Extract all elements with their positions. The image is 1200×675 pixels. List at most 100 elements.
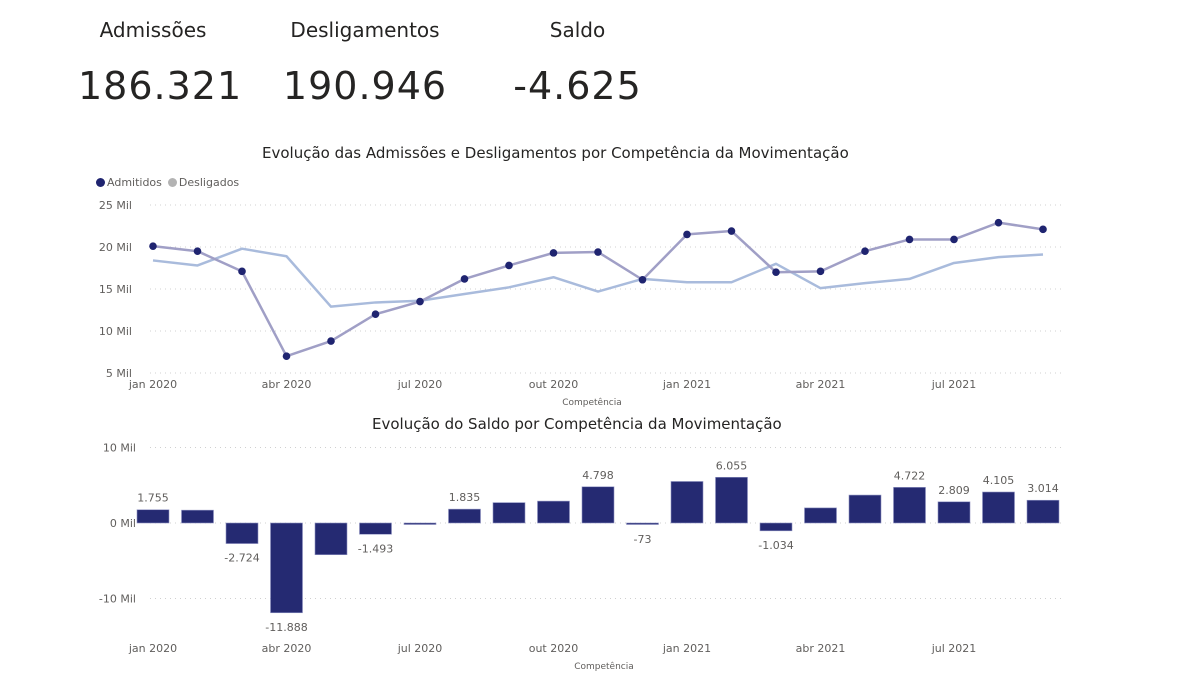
bar-jun-2020[interactable] bbox=[359, 522, 392, 535]
legend-item-desligados[interactable]: Desligados bbox=[167, 176, 240, 189]
bar-mai-2021[interactable] bbox=[848, 494, 882, 524]
bar-chart-x-tick-label: abr 2020 bbox=[262, 642, 312, 655]
line-chart-y-tick-label: 25 Mil bbox=[99, 199, 132, 212]
bar-abr-2020[interactable] bbox=[270, 522, 303, 614]
bar-chart-x-tick-label: jul 2020 bbox=[397, 642, 443, 655]
data-point-admitidos[interactable] bbox=[594, 248, 602, 256]
bar-chart-x-tick-label: jan 2021 bbox=[662, 642, 711, 655]
bar-chart-x-tick-label: abr 2021 bbox=[796, 642, 846, 655]
bar-chart-title: Evolução do Saldo por Competência da Mov… bbox=[372, 415, 782, 433]
kpi-saldo-label: Saldo bbox=[549, 18, 606, 42]
data-point-admitidos[interactable] bbox=[683, 230, 691, 239]
bar-data-label: -1.034 bbox=[758, 539, 793, 552]
line-chart-y-tick-label: 20 Mil bbox=[99, 241, 132, 254]
data-point-admitidos[interactable] bbox=[1039, 225, 1047, 234]
line-chart[interactable]: 5 Mil 10 Mil 15 Mil 20 Mil 25 Mil jan 2020 abr… bbox=[99, 199, 1062, 408]
data-point-admitidos[interactable] bbox=[905, 235, 914, 244]
kpi-desligamentos-label: Desligamentos bbox=[290, 18, 440, 42]
bar-mar-2021[interactable] bbox=[759, 522, 793, 532]
data-point-admitidos[interactable] bbox=[282, 352, 291, 361]
kpi-saldo-value: -4.625 bbox=[513, 64, 642, 108]
bar-chart-x-tick-label: out 2020 bbox=[529, 642, 579, 655]
bar-ago-2021[interactable] bbox=[982, 491, 1015, 524]
bar-mai-2020[interactable] bbox=[314, 522, 348, 556]
data-point-admitidos[interactable] bbox=[727, 227, 736, 235]
bar-chart-x-tick-label: jul 2021 bbox=[931, 642, 977, 655]
bar-fev-2021[interactable] bbox=[715, 476, 748, 524]
data-point-admitidos[interactable] bbox=[327, 337, 335, 345]
line-chart-x-tick-label: jul 2020 bbox=[397, 378, 443, 391]
line-chart-x-axis-title: Competência bbox=[562, 397, 622, 408]
kpi-saldo: Saldo -4.625 bbox=[510, 18, 645, 108]
bar-data-label: 4.798 bbox=[582, 469, 614, 482]
bar-set-2021[interactable] bbox=[1026, 499, 1060, 524]
legend-label-admitidos: Admitidos bbox=[107, 176, 162, 189]
data-point-admitidos[interactable] bbox=[460, 275, 469, 283]
line-chart-legend: Admitidos Desligados bbox=[96, 176, 243, 189]
bar-jul-2020[interactable] bbox=[403, 522, 437, 525]
bar-mar-2020[interactable] bbox=[225, 522, 259, 544]
line-chart-x-tick-label: abr 2020 bbox=[262, 378, 312, 391]
kpi-admissoes: Admissões 186.321 bbox=[78, 18, 243, 108]
bar-data-label: 1.755 bbox=[137, 492, 169, 505]
kpi-desligamentos: Desligamentos 190.946 bbox=[280, 18, 450, 108]
line-chart-y-tick-label: 10 Mil bbox=[99, 325, 132, 338]
bar-jan-2021[interactable] bbox=[670, 481, 704, 524]
bar-data-label: 6.055 bbox=[716, 459, 748, 472]
bar-fev-2020[interactable] bbox=[181, 509, 214, 524]
bar-jun-2021[interactable] bbox=[893, 487, 926, 524]
kpi-desligamentos-value: 190.946 bbox=[282, 64, 448, 108]
bar-jul-2021[interactable] bbox=[937, 501, 971, 524]
line-chart-x-tick-label: jan 2021 bbox=[662, 378, 711, 391]
data-point-admitidos[interactable] bbox=[638, 275, 647, 284]
data-point-admitidos[interactable] bbox=[149, 242, 157, 250]
bar-data-label: 4.105 bbox=[983, 474, 1015, 487]
series-line-desligados[interactable] bbox=[152, 247, 1044, 308]
bar-data-label: -73 bbox=[634, 533, 652, 546]
bar-data-label: 4.722 bbox=[894, 469, 926, 482]
data-point-admitidos[interactable] bbox=[505, 261, 513, 270]
bar-abr-2021[interactable] bbox=[804, 507, 837, 524]
line-chart-x-tick-label: jul 2021 bbox=[931, 378, 977, 391]
data-point-admitidos[interactable] bbox=[238, 267, 246, 276]
line-chart-title: Evolução das Admissões e Desligamentos p… bbox=[262, 144, 849, 162]
bar-chart[interactable]: -10 Mil 0 Mil 10 Mil 1.755 -2.724 -11.888 -1.4… bbox=[99, 442, 1062, 673]
bar-data-label: -2.724 bbox=[224, 552, 259, 565]
line-chart-x-tick-label: jan 2020 bbox=[128, 378, 177, 391]
legend-item-admitidos[interactable]: Admitidos bbox=[96, 176, 162, 189]
bar-jan-2020[interactable] bbox=[136, 509, 170, 524]
data-point-admitidos[interactable] bbox=[371, 310, 380, 319]
data-point-admitidos[interactable] bbox=[950, 235, 958, 244]
data-point-admitidos[interactable] bbox=[549, 249, 558, 257]
bar-out-2020[interactable] bbox=[537, 500, 570, 524]
line-chart-y-tick-label: 15 Mil bbox=[99, 283, 132, 296]
bar-chart-y-tick-label: -10 Mil bbox=[99, 593, 136, 606]
bar-nov-2020[interactable] bbox=[581, 486, 615, 524]
bar-data-label: 3.014 bbox=[1027, 482, 1059, 495]
line-chart-x-tick-label: abr 2021 bbox=[796, 378, 846, 391]
bar-set-2020[interactable] bbox=[492, 502, 526, 524]
legend-label-desligados: Desligados bbox=[178, 176, 240, 189]
bar-chart-y-tick-label: 10 Mil bbox=[103, 442, 136, 455]
bar-chart-x-axis-title: Competência bbox=[574, 661, 634, 672]
bar-data-label: 1.835 bbox=[449, 491, 481, 504]
bar-chart-y-tick-label: 0 Mil bbox=[110, 517, 136, 530]
bar-data-label: -11.888 bbox=[265, 621, 307, 634]
bar-dez-2020[interactable] bbox=[626, 522, 659, 525]
bar-data-label: -1.493 bbox=[358, 542, 393, 555]
data-point-admitidos[interactable] bbox=[861, 247, 869, 255]
bar-ago-2020[interactable] bbox=[448, 508, 481, 524]
bar-chart-x-tick-label: jan 2020 bbox=[128, 642, 177, 655]
line-chart-y-tick-label: 5 Mil bbox=[106, 367, 132, 380]
kpi-admissoes-value: 186.321 bbox=[78, 64, 243, 108]
line-chart-x-tick-label: out 2020 bbox=[529, 378, 579, 391]
data-point-admitidos[interactable] bbox=[772, 268, 780, 277]
data-point-admitidos[interactable] bbox=[416, 297, 424, 306]
data-point-admitidos[interactable] bbox=[193, 247, 202, 255]
legend-marker-desligados-icon bbox=[167, 178, 177, 187]
data-point-admitidos[interactable] bbox=[816, 267, 825, 276]
data-point-admitidos[interactable] bbox=[994, 218, 1003, 227]
bar-data-label: 2.809 bbox=[938, 484, 970, 497]
legend-marker-admitidos-icon bbox=[96, 178, 105, 187]
